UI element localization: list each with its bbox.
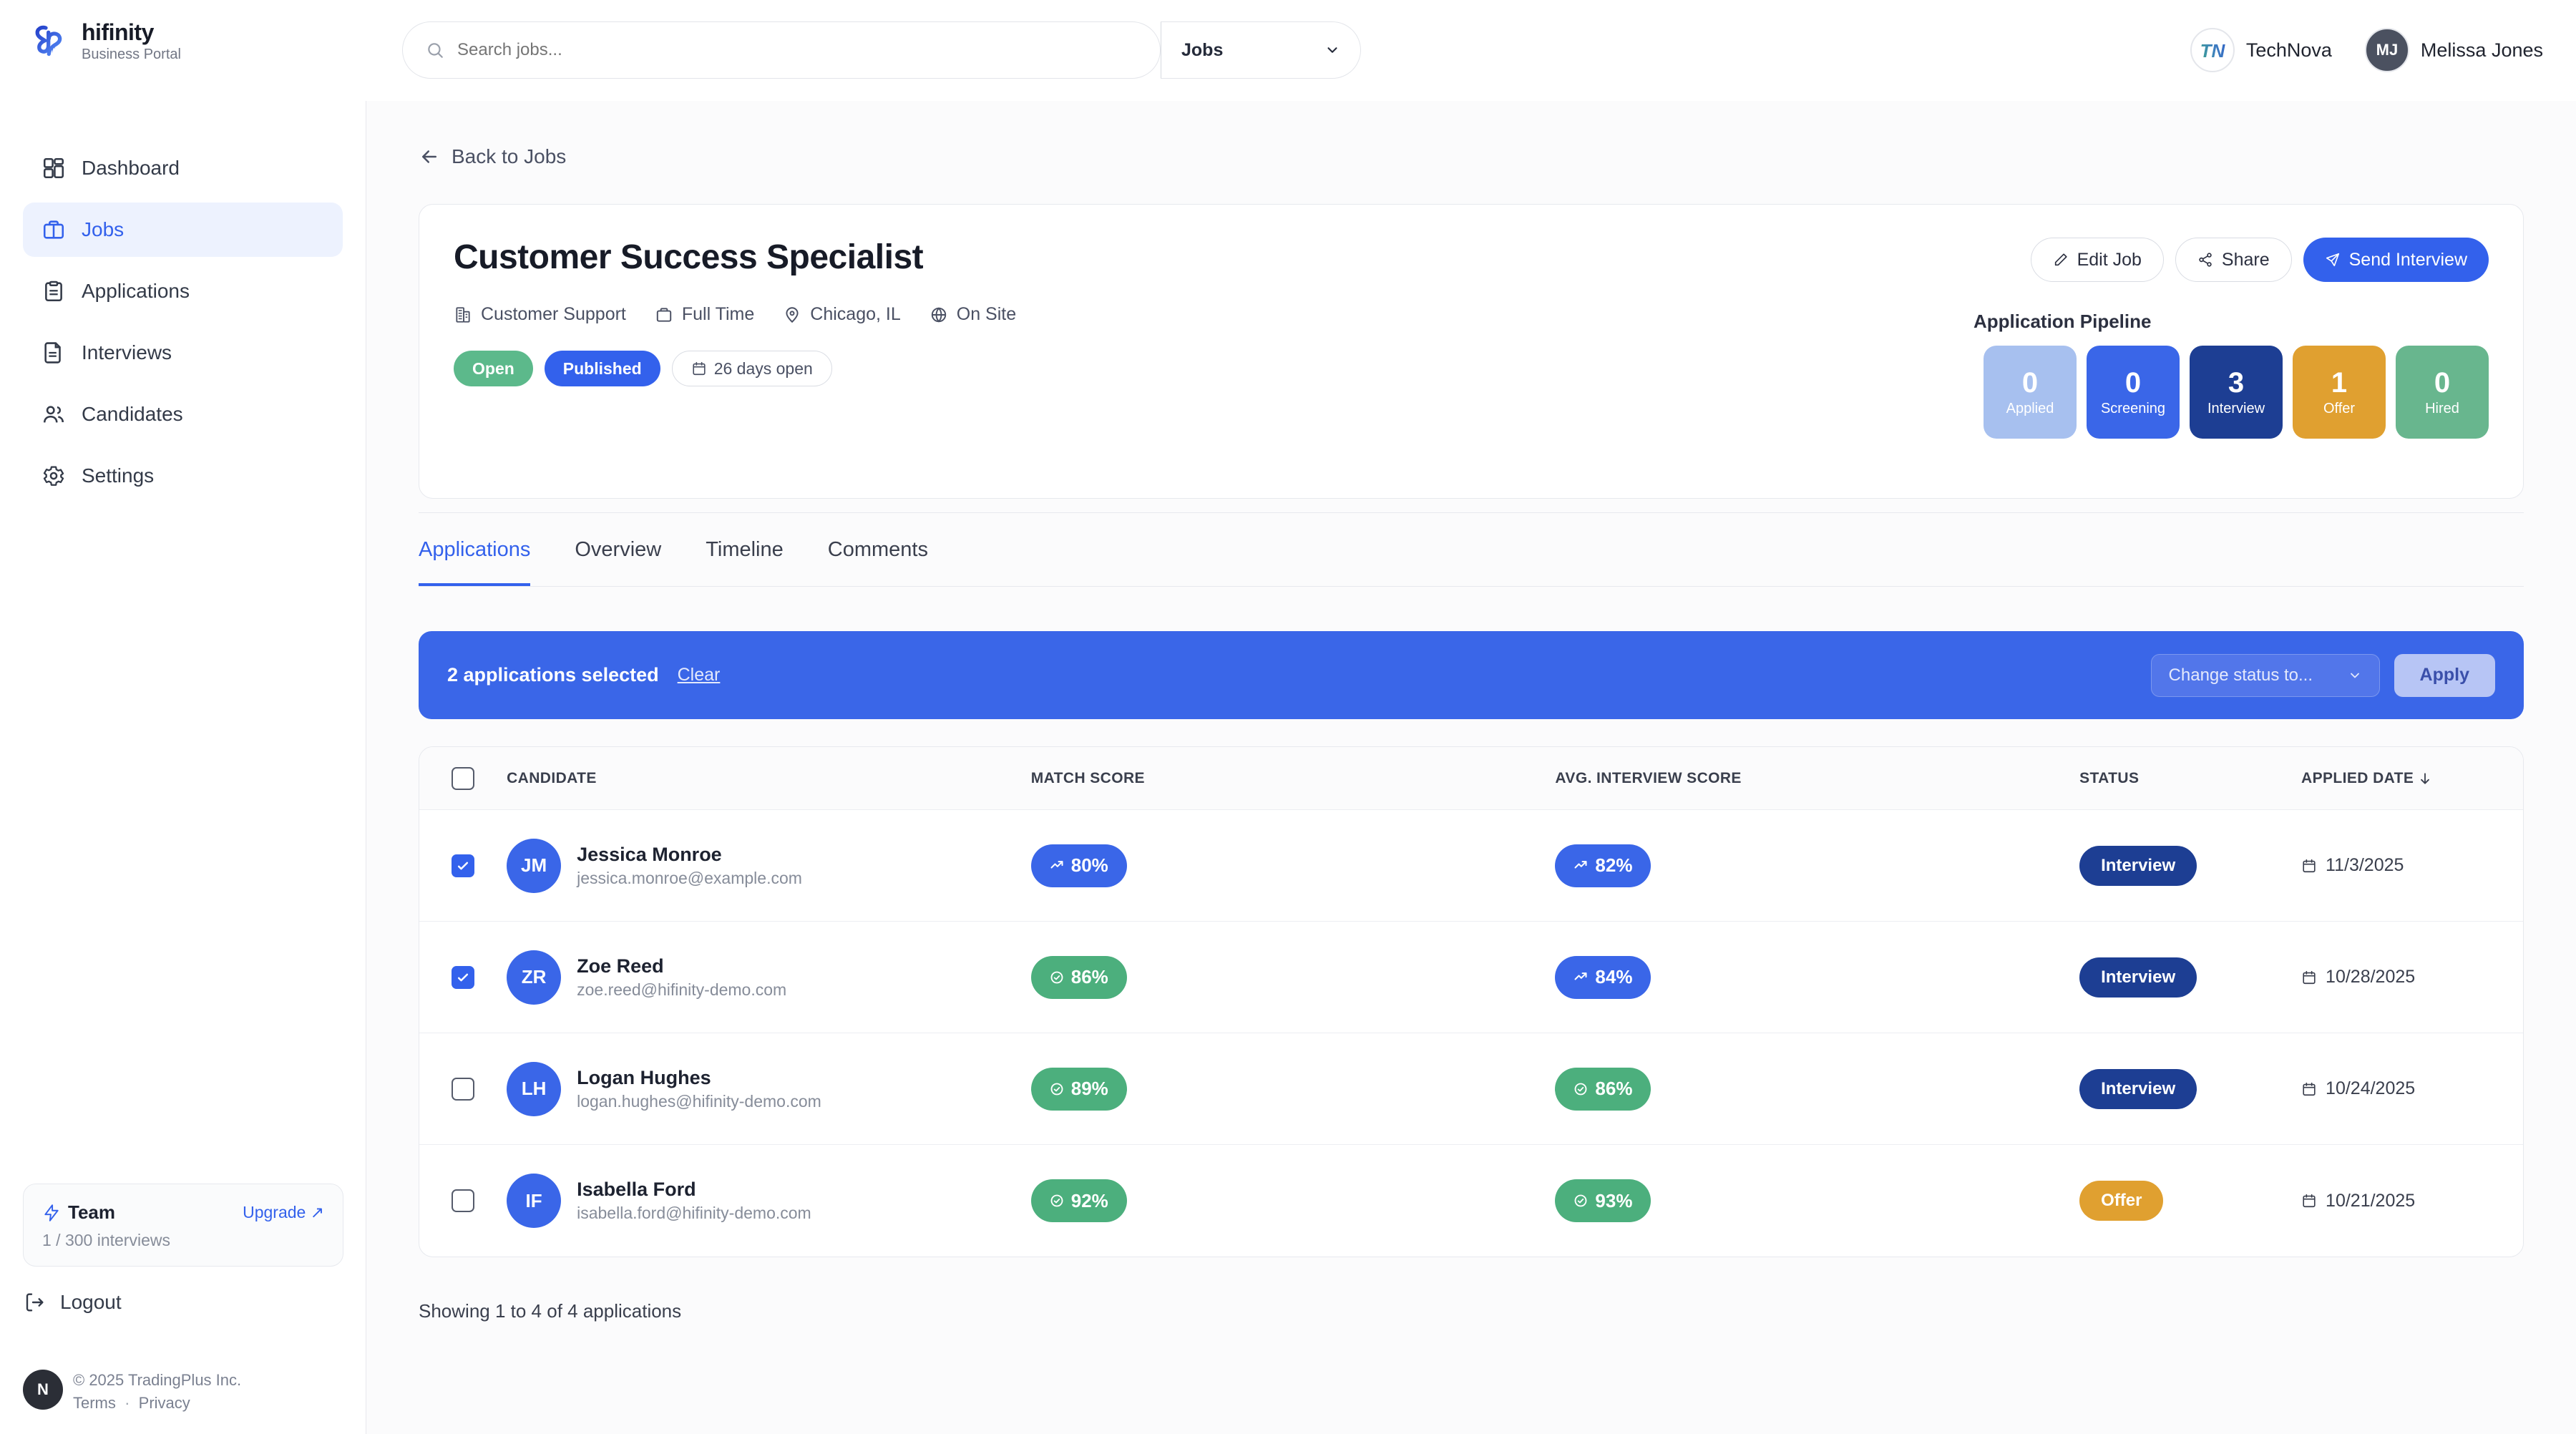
svg-text:TN: TN xyxy=(2200,40,2226,62)
